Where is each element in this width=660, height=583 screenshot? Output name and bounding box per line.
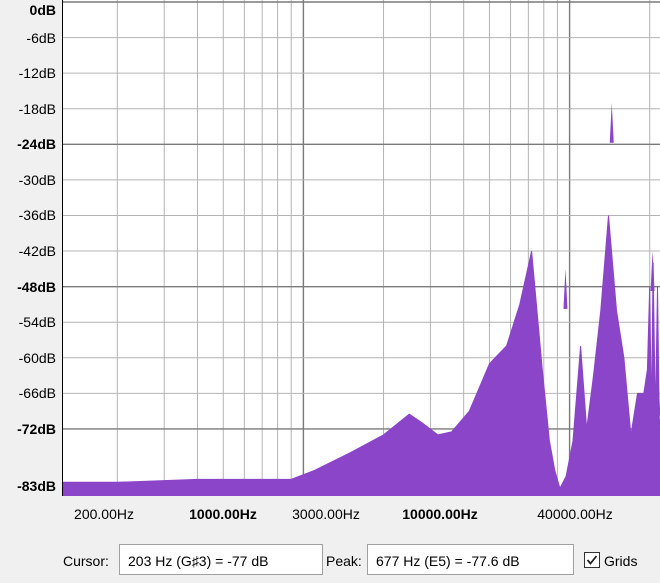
status-bar: Cursor: 203 Hz (G♯3) = -77 dB Peak: 677 … [0, 540, 660, 583]
spectrum-svg [63, 0, 660, 496]
x-tick-label: 3000.00Hz [292, 506, 360, 522]
y-tick-label: -12dB [18, 65, 56, 82]
grids-label[interactable]: Grids [604, 553, 638, 569]
y-tick-label: -6dB [26, 29, 56, 46]
y-tick-label: -42dB [18, 243, 56, 260]
y-tick-label: -48dB [17, 278, 56, 295]
y-tick-label: -18dB [18, 100, 56, 117]
spectrum-peak [609, 102, 614, 143]
y-tick-label: -60dB [18, 349, 56, 366]
y-tick-label: -54dB [18, 314, 56, 331]
y-tick-label: -83dB [17, 478, 56, 494]
x-tick-label: 200.00Hz [74, 506, 134, 522]
cursor-readout: 203 Hz (G♯3) = -77 dB [119, 544, 323, 575]
cursor-label: Cursor: [63, 553, 109, 569]
y-tick-label: 0dB [29, 2, 56, 18]
y-tick-label: -72dB [17, 420, 56, 437]
y-tick-label: -30dB [18, 171, 56, 188]
checkmark-icon [586, 555, 598, 565]
x-tick-label: 40000.00Hz [537, 506, 613, 522]
spectrum-plot[interactable] [62, 0, 660, 496]
y-tick-label: -24dB [17, 136, 56, 153]
spectrum-peak [563, 268, 568, 309]
peak-readout: 677 Hz (E5) = -77.6 dB [367, 544, 574, 575]
spectrum-peak [656, 375, 660, 416]
grids-checkbox[interactable] [584, 552, 600, 568]
x-tick-label: 10000.00Hz [402, 506, 478, 522]
y-tick-label: -66dB [18, 385, 56, 402]
y-tick-label: -36dB [18, 207, 56, 224]
spectrum-peak [650, 251, 655, 292]
x-tick-label: 1000.00Hz [189, 506, 257, 522]
spectrum-area [63, 215, 660, 496]
peak-label: Peak: [326, 553, 362, 569]
